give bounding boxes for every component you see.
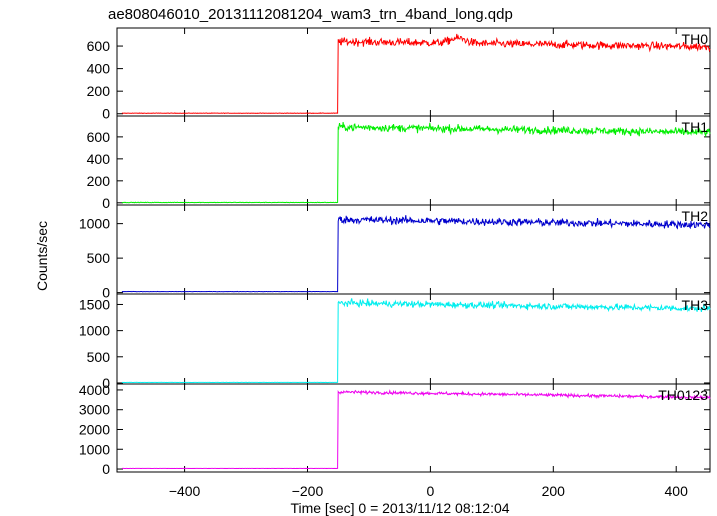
series-th3-line [121,298,711,384]
x-tick-label: 400 [665,483,689,499]
panel-label: TH1 [682,119,709,135]
y-tick-label: 600 [87,38,111,54]
series-th1-line [121,122,711,204]
panel-frame [116,383,711,473]
y-tick-label: 0 [102,106,110,122]
panel-th0: 0 200 400 600 TH0 [87,27,711,122]
series-th0-line [121,33,711,115]
y-tick-label: 1000 [79,441,110,457]
y-tick-label: 4000 [79,382,110,398]
panel-th3: 0 500 1000 1500 TH3 [79,293,711,391]
panels: 0 200 400 600 TH0 0 200 400 600 TH1 0 500 1000 TH2 0 50… [79,27,711,499]
x-tick-label: 0 [427,483,435,499]
chart-title: ae808046010_20131112081204_wam3_trn_4ban… [108,6,513,23]
y-tick-label: 0 [102,375,110,391]
y-tick-label: 500 [87,349,111,365]
panel-label: TH0 [682,31,709,47]
y-tick-label: 0 [102,195,110,211]
panel-th0123: 0 1000 2000 3000 4000 TH0123 [79,382,711,477]
y-tick-label: 3000 [79,402,110,418]
x-axis-label: Time [sec] 0 = 2013/11/12 08:12:04 [290,500,509,516]
panel-label: TH2 [682,208,709,224]
y-tick-label: 1000 [79,323,110,339]
y-tick-label: 200 [87,173,111,189]
x-tick-label: 200 [542,483,566,499]
y-axis-label: Counts/sec [34,221,50,291]
y-tick-label: 600 [87,129,111,145]
y-tick-label: 0 [102,285,110,301]
series-th0123-line [121,389,711,470]
series-th2-line [121,215,711,293]
y-tick-label: 0 [102,461,110,477]
y-tick-label: 400 [87,151,111,167]
panel-label: TH0123 [658,387,708,403]
y-tick-label: 200 [87,83,111,99]
x-tick-label: −200 [292,483,324,499]
y-tick-label: 400 [87,61,111,77]
y-tick-label: 1000 [79,216,110,232]
panel-th1: 0 200 400 600 TH1 [87,115,711,211]
x-tick-label: −400 [169,483,201,499]
y-tick-label: 1500 [79,296,110,312]
y-tick-label: 2000 [79,421,110,437]
panel-frame [116,27,711,117]
panel-th2: 0 500 1000 TH2 [79,204,711,301]
panel-frame [116,204,711,295]
y-tick-label: 500 [87,250,111,266]
panel-label: TH3 [682,297,709,313]
